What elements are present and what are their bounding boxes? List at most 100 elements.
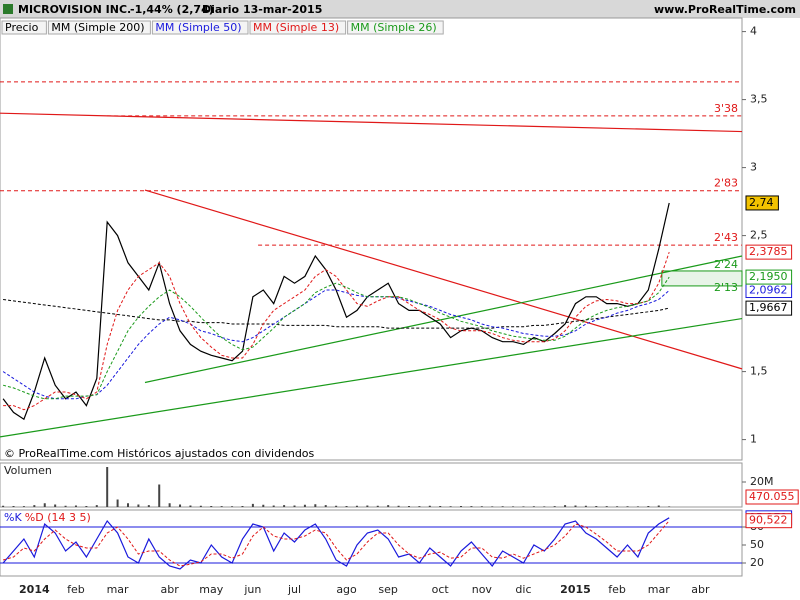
trendline (144, 189, 743, 370)
volume-bar (345, 506, 348, 507)
legend-entry: MM (Simple 200) (51, 21, 144, 34)
volume-bar (407, 506, 410, 507)
volume-bar (95, 505, 98, 507)
volume-bar (522, 506, 525, 507)
last-value-label: 2,0962 (749, 284, 788, 297)
last-value-label-box (745, 269, 793, 285)
legend-box (249, 20, 347, 35)
stochastic-panel (0, 509, 743, 577)
volume-bar (428, 505, 431, 507)
last-value-label: 2,74 (749, 196, 774, 209)
zone (661, 270, 743, 287)
volume-bar (387, 505, 390, 507)
volume-bar (293, 505, 296, 507)
volume-bar (303, 504, 306, 507)
last-value-label: 2,1950 (749, 270, 788, 283)
volume-bar (491, 506, 494, 507)
y-tick-label: 2,5 (750, 229, 768, 242)
y-tick-label: 3,5 (750, 93, 768, 106)
volume-bar (668, 506, 671, 507)
volume-bar (220, 506, 223, 507)
volume-bar (199, 505, 202, 507)
x-tick-label: mar (107, 583, 129, 596)
volume-bar (22, 506, 25, 507)
panel-title: Volumen (4, 464, 52, 477)
volume-bar (43, 503, 46, 507)
volume-bar (366, 505, 369, 507)
series-line (2, 289, 670, 400)
volume-bar (376, 505, 379, 507)
volume-bar (532, 506, 535, 507)
volume-bar (12, 506, 15, 507)
legend-entry: %K (4, 511, 22, 524)
x-tick-label: mar (648, 583, 670, 596)
volume-bar (616, 506, 619, 507)
volume-bar (179, 504, 182, 507)
price-panel (0, 17, 743, 461)
volume-bar (324, 505, 327, 507)
site: www.ProRealTime.com (654, 3, 796, 16)
volume-bar (158, 484, 161, 507)
y-tick-label: 4 (750, 25, 757, 38)
volume-bar (210, 506, 213, 507)
y-tick-label: 20M (750, 475, 774, 488)
volume-bar (251, 503, 254, 507)
volume-bar (512, 506, 515, 507)
title-bar (0, 0, 800, 18)
series-line (3, 251, 670, 411)
volume-bar (543, 506, 546, 507)
trendline (0, 317, 743, 438)
y-tick-label: 1,5 (750, 365, 768, 378)
legend-box (347, 20, 444, 35)
last-value-label-box (745, 195, 779, 211)
legend-entry: Precio (5, 21, 39, 34)
volume-bar (335, 505, 338, 507)
y-tick-label: 20 (750, 556, 764, 569)
zone-label: 2'13 (714, 281, 738, 294)
x-tick-label: 2015 (560, 583, 591, 596)
change: -1,44% (2,74) (130, 3, 214, 16)
x-tick-label: dic (515, 583, 531, 596)
volume-bar (470, 506, 473, 507)
volume-bar (189, 505, 192, 507)
volume-bar (116, 499, 119, 507)
volume-bar (657, 505, 660, 507)
volume-bar (241, 506, 244, 507)
series-line (2, 517, 670, 570)
trendline (144, 255, 743, 384)
footer: © ProRealTime.com Históricos ajustados c… (4, 447, 315, 460)
x-tick-label: feb (608, 583, 626, 596)
volume-bar (168, 503, 171, 507)
volume-bar (147, 505, 150, 507)
volume-bar (33, 505, 36, 507)
legend-box (47, 20, 151, 35)
volume-bar (480, 506, 483, 507)
volume-bar (127, 503, 130, 507)
volume-bar (137, 504, 140, 507)
volume-bar (54, 504, 57, 507)
level-label: 3'38 (714, 102, 738, 115)
x-tick-label: feb (67, 583, 85, 596)
series-line (2, 202, 670, 421)
x-tick-label: nov (472, 583, 493, 596)
volume-bar (574, 505, 577, 507)
last-value-label: 2,3785 (749, 245, 788, 258)
last-value-label-box (745, 513, 793, 529)
legend-entry: MM (Simple 26) (351, 21, 437, 34)
level-label: 2'43 (714, 231, 738, 244)
volume-bar (85, 506, 88, 507)
x-tick-label: may (199, 583, 223, 596)
x-tick-label: sep (378, 583, 397, 596)
volume-bar (439, 506, 442, 507)
volume-bar (418, 506, 421, 507)
legend-entry: MM (Simple 50) (155, 21, 241, 34)
volume-bar (460, 506, 463, 507)
volume-bar (355, 505, 358, 507)
legend-entry: MM (Simple 13) (253, 21, 339, 34)
x-tick-label: ago (336, 583, 357, 596)
last-value-label-box (745, 300, 793, 316)
x-tick-label: jul (287, 583, 301, 596)
volume-bar (647, 506, 650, 507)
volume-bar (397, 505, 400, 507)
volume-bar (605, 506, 608, 507)
